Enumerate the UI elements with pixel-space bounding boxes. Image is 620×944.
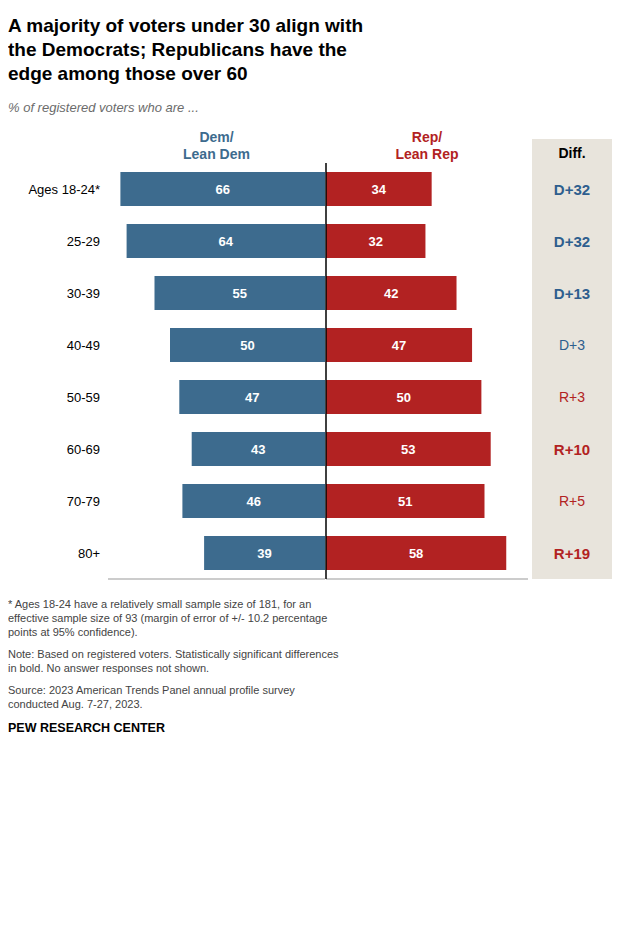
svg-text:58: 58 — [409, 546, 423, 561]
svg-text:40-49: 40-49 — [67, 338, 100, 353]
svg-text:80+: 80+ — [78, 546, 100, 561]
svg-text:64: 64 — [219, 234, 234, 249]
svg-text:70-79: 70-79 — [67, 494, 100, 509]
svg-text:60-69: 60-69 — [67, 442, 100, 457]
svg-text:51: 51 — [398, 494, 412, 509]
svg-text:50-59: 50-59 — [67, 390, 100, 405]
html-text:% of registered voters who are: % of registered voters who are ... — [8, 100, 199, 115]
svg-text:25-29: 25-29 — [67, 234, 100, 249]
html-text:D+3: D+3 — [559, 337, 585, 353]
svg-text:50: 50 — [240, 338, 254, 353]
svg-text:42: 42 — [384, 286, 398, 301]
svg-text:34: 34 — [372, 182, 387, 197]
svg-text:47: 47 — [392, 338, 406, 353]
html-text:Rep/ Lean Rep: Rep/ Lean Rep — [395, 129, 459, 162]
svg-text:50: 50 — [396, 390, 410, 405]
html-text:A majority of voters under 30: A majority of voters under 30 align with… — [8, 15, 364, 84]
html-text:PEW RESEARCH CENTER: PEW RESEARCH CENTER — [8, 721, 165, 735]
html-text:R+10: R+10 — [553, 440, 591, 458]
html-text:D+32: D+32 — [553, 232, 591, 250]
svg-text:43: 43 — [251, 442, 265, 457]
html-text:* Ages 18-24 have a relatively: * Ages 18-24 have a relatively small sam… — [8, 598, 328, 638]
html-text:Dem/ Lean Dem: Dem/ Lean Dem — [183, 129, 250, 162]
svg-text:32: 32 — [368, 234, 382, 249]
html-text:R+19: R+19 — [553, 544, 591, 562]
svg-text:46: 46 — [246, 494, 260, 509]
svg-text:55: 55 — [233, 286, 247, 301]
html-text:D+32: D+32 — [553, 180, 591, 198]
svg-text:66: 66 — [215, 182, 229, 197]
svg-text:53: 53 — [401, 442, 415, 457]
svg-text:30-39: 30-39 — [67, 286, 100, 301]
html-text:Note: Based on registered vote: Note: Based on registered voters. Statis… — [8, 648, 339, 674]
html-text:R+5: R+5 — [559, 493, 585, 509]
svg-text:Ages 18-24*: Ages 18-24* — [28, 182, 100, 197]
svg-text:47: 47 — [245, 390, 259, 405]
svg-text:39: 39 — [257, 546, 271, 561]
html-text:R+3: R+3 — [559, 389, 585, 405]
html-text:D+13: D+13 — [553, 284, 591, 302]
html-text:Diff.: Diff. — [558, 145, 586, 161]
html-text:Source: 2023 American Trends P: Source: 2023 American Trends Panel annua… — [8, 684, 295, 710]
